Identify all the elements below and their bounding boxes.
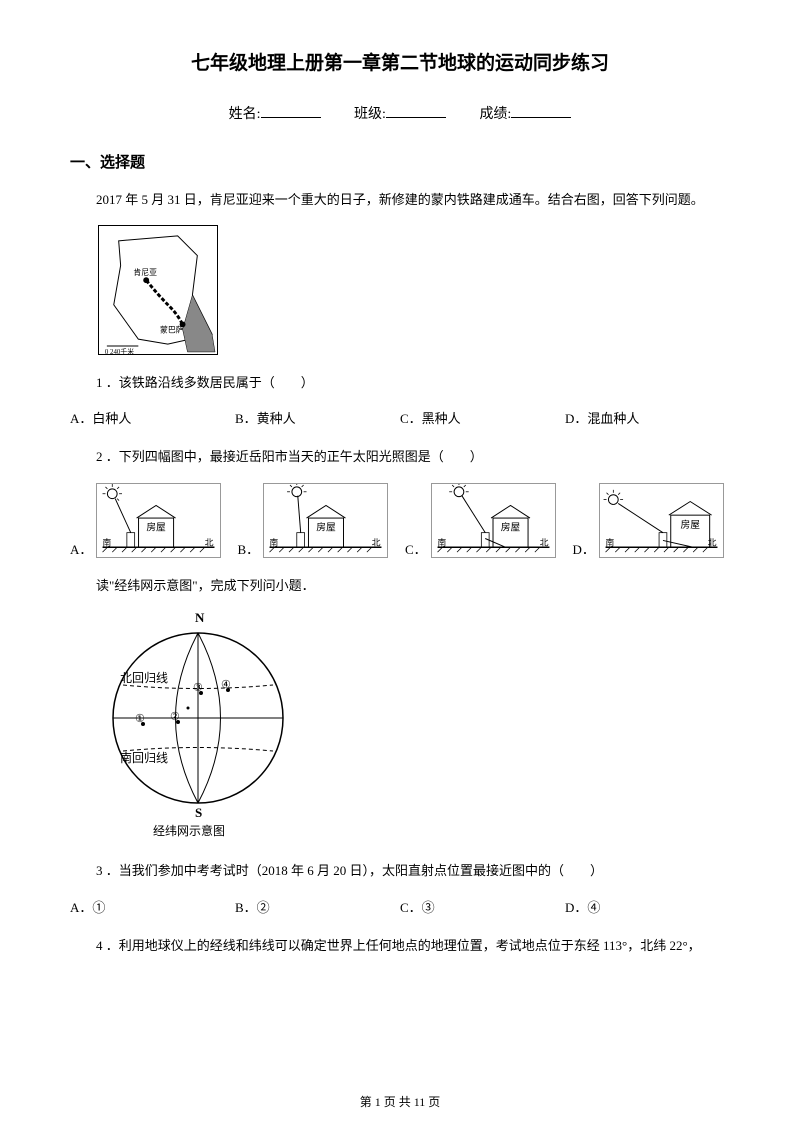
question-3: 3 ．当我们参加中考考试时（2018 年 6 月 20 日），太阳直射点位置最接… [70,859,730,882]
option-d[interactable]: D．④ [565,897,730,916]
svg-text:北: 北 [539,537,548,547]
svg-text:房屋: 房屋 [500,520,520,533]
kenya-map: 肯尼亚 蒙巴萨 0 240千米 [98,225,218,355]
question-3-options: A．① B．② C．③ D．④ [70,897,730,916]
context-text-1: 2017 年 5 月 31 日，肯尼亚迎来一个重大的日子，新修建的蒙内铁路建成通… [70,190,730,211]
svg-text:北: 北 [205,537,214,547]
svg-text:北回归线: 北回归线 [120,671,168,685]
question-2: 2 ．下列四幅图中，最接近岳阳市当天的正午太阳光照图是（ ） [70,445,730,468]
score-label: 成绩: [479,107,511,122]
question-4: 4 ．利用地球仪上的经线和纬线可以确定世界上任何地点的地理位置，考试地点位于东经… [70,934,730,957]
question-1: 1 ．该铁路沿线多数居民属于（ ） [70,371,730,394]
house-diagram-b: 南 北 房屋 [263,483,388,558]
svg-text:房屋: 房屋 [316,520,336,533]
option-b[interactable]: B．② [235,897,400,916]
option-c[interactable]: C．③ [400,897,565,916]
class-label: 班级: [354,107,386,122]
name-label: 姓名: [229,107,261,122]
svg-text:③: ③ [193,682,203,694]
globe-diagram-wrapper: N 北回归线 南回归线 ① ② ③ ④ S 经纬网示意图 [98,610,730,845]
svg-text:N: N [195,610,205,625]
option-a[interactable]: A．白种人 [70,408,235,427]
context-text-2: 读"经纬网示意图"，完成下列问小题． [70,576,730,597]
student-info-line: 姓名: 班级: 成绩: [70,103,730,123]
option-a[interactable]: A．① [70,897,235,916]
svg-text:②: ② [170,711,180,723]
svg-text:经纬网示意图: 经纬网示意图 [153,823,225,838]
svg-text:蒙巴萨: 蒙巴萨 [160,324,184,334]
svg-text:肯尼亚: 肯尼亚 [133,267,157,277]
svg-text:④: ④ [221,679,231,691]
option-d[interactable]: D．混血种人 [565,408,730,427]
name-blank[interactable] [261,117,321,118]
globe-diagram: N 北回归线 南回归线 ① ② ③ ④ S 经纬网示意图 [98,610,298,840]
svg-text:S: S [195,805,202,820]
score-blank[interactable] [511,117,571,118]
option-c[interactable]: C． 南北 房屋 [405,483,563,558]
svg-text:房屋: 房屋 [680,517,700,530]
page-title: 七年级地理上册第一章第二节地球的运动同步练习 [70,48,730,75]
question-2-options: A． 南北 房屋 B． 南北 房屋 C． 南北 [70,483,730,558]
option-a[interactable]: A． 南北 房屋 [70,483,228,558]
svg-text:南回归线: 南回归线 [120,750,168,765]
option-d[interactable]: D． 南北 房屋 [573,483,731,558]
svg-text:①: ① [135,713,145,725]
page-footer: 第 1 页 共 11 页 [0,1093,800,1110]
svg-text:南: 南 [270,536,279,547]
section-heading: 一、选择题 [70,151,730,172]
svg-text:南: 南 [437,536,446,547]
option-b[interactable]: B． 南北 房屋 [238,483,396,558]
svg-text:北: 北 [708,537,717,547]
svg-text:0 240千米: 0 240千米 [105,347,134,354]
svg-text:北: 北 [372,537,381,547]
house-diagram-d: 南 北 房屋 [599,483,724,558]
svg-text:南: 南 [103,536,112,547]
class-blank[interactable] [386,117,446,118]
svg-text:南: 南 [605,536,614,547]
question-1-options: A．白种人 B．黄种人 C．黑种人 D．混血种人 [70,408,730,427]
house-diagram-c: 南 北 房屋 [431,483,556,558]
svg-text:房屋: 房屋 [147,520,167,533]
house-diagram-a: 南 北 房屋 [96,483,221,558]
option-c[interactable]: C．黑种人 [400,408,565,427]
option-b[interactable]: B．黄种人 [235,408,400,427]
